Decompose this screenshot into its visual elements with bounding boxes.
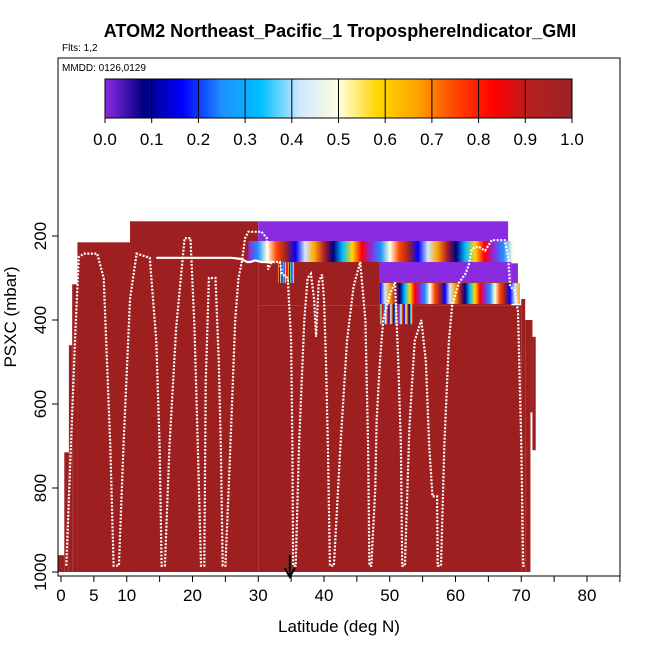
y-tick-label: 400: [31, 306, 50, 334]
troposphere-block-2: [68, 345, 73, 572]
plot-frame: [57, 57, 621, 577]
troposphere-block-8: [525, 320, 531, 572]
x-tick-label: 40: [315, 586, 334, 605]
y-tick-label: 800: [31, 474, 50, 502]
x-axis-label: Latitude (deg N): [278, 617, 400, 636]
y-axis: 200 400 600 800 1000: [31, 222, 58, 591]
y-axis-label: PSXC (mbar): [1, 266, 20, 367]
plot-content: [58, 221, 536, 573]
colorbar-tick-label: 0.9: [513, 130, 537, 149]
colorbar-tick-label: 0.2: [187, 130, 211, 149]
x-tick-label: 80: [578, 586, 597, 605]
x-tick-label: 0: [56, 586, 65, 605]
y-tick-label: 600: [31, 390, 50, 418]
stratosphere-block-2: [511, 263, 518, 283]
chart-title: ATOM2 Northeast_Pacific_1 TroposphereInd…: [104, 21, 576, 41]
x-tick-label: 20: [183, 586, 202, 605]
troposphere-block-7: [521, 299, 526, 572]
troposphere-block-10: [532, 336, 536, 451]
x-tick-label: 10: [117, 586, 136, 605]
x-tick-label: 60: [446, 586, 465, 605]
colorbar-tick-label: 0.7: [420, 130, 444, 149]
flight-path-upper-line: [156, 256, 275, 264]
y-tick-label: 200: [31, 222, 50, 250]
troposphere-block-1: [64, 452, 69, 572]
mixed-band-1: [379, 283, 520, 305]
x-tick-label: 50: [380, 586, 399, 605]
troposphere-block-3: [72, 284, 78, 572]
colorbar-tick-label: 0.5: [327, 130, 351, 149]
x-tick-label: 30: [249, 586, 268, 605]
mixed-band-0: [248, 241, 513, 263]
troposphere-block-5: [130, 221, 259, 573]
y-tick-label: 1000: [31, 553, 50, 591]
x-axis: 0 5 10 20 30 40 50 60 70 80: [56, 576, 621, 605]
x-tick-label: 5: [89, 586, 98, 605]
troposphere-block-9: [530, 320, 533, 413]
latitude-arrow-marker: [283, 555, 296, 580]
stratosphere-block-0: [258, 221, 509, 243]
colorbar-tick-label: 0.3: [233, 130, 257, 149]
troposphere-block-4: [77, 242, 131, 573]
colorbar-tick-label: 0.4: [280, 130, 304, 149]
date-note: MMDD: 0126,0129: [62, 63, 146, 74]
colorbar-tick-label: 0.0: [93, 130, 117, 149]
mixed-band-3: [277, 262, 295, 284]
flights-note: Flts: 1,2: [62, 43, 98, 54]
stratosphere-block-1: [379, 261, 512, 283]
colorbar-tick-label: 0.8: [467, 130, 491, 149]
colorbar-tick-label: 0.1: [140, 130, 164, 149]
troposphere-block-0: [58, 555, 65, 572]
colorbar: 0.0 0.1 0.2 0.3 0.4 0.5 0.6 0.7 0.8 0.9 1.0: [93, 78, 584, 149]
colorbar-tick-label: 0.6: [373, 130, 397, 149]
x-tick-label: 70: [512, 586, 531, 605]
colorbar-tick-label: 1.0: [560, 130, 584, 149]
arrow-head: [283, 567, 296, 580]
